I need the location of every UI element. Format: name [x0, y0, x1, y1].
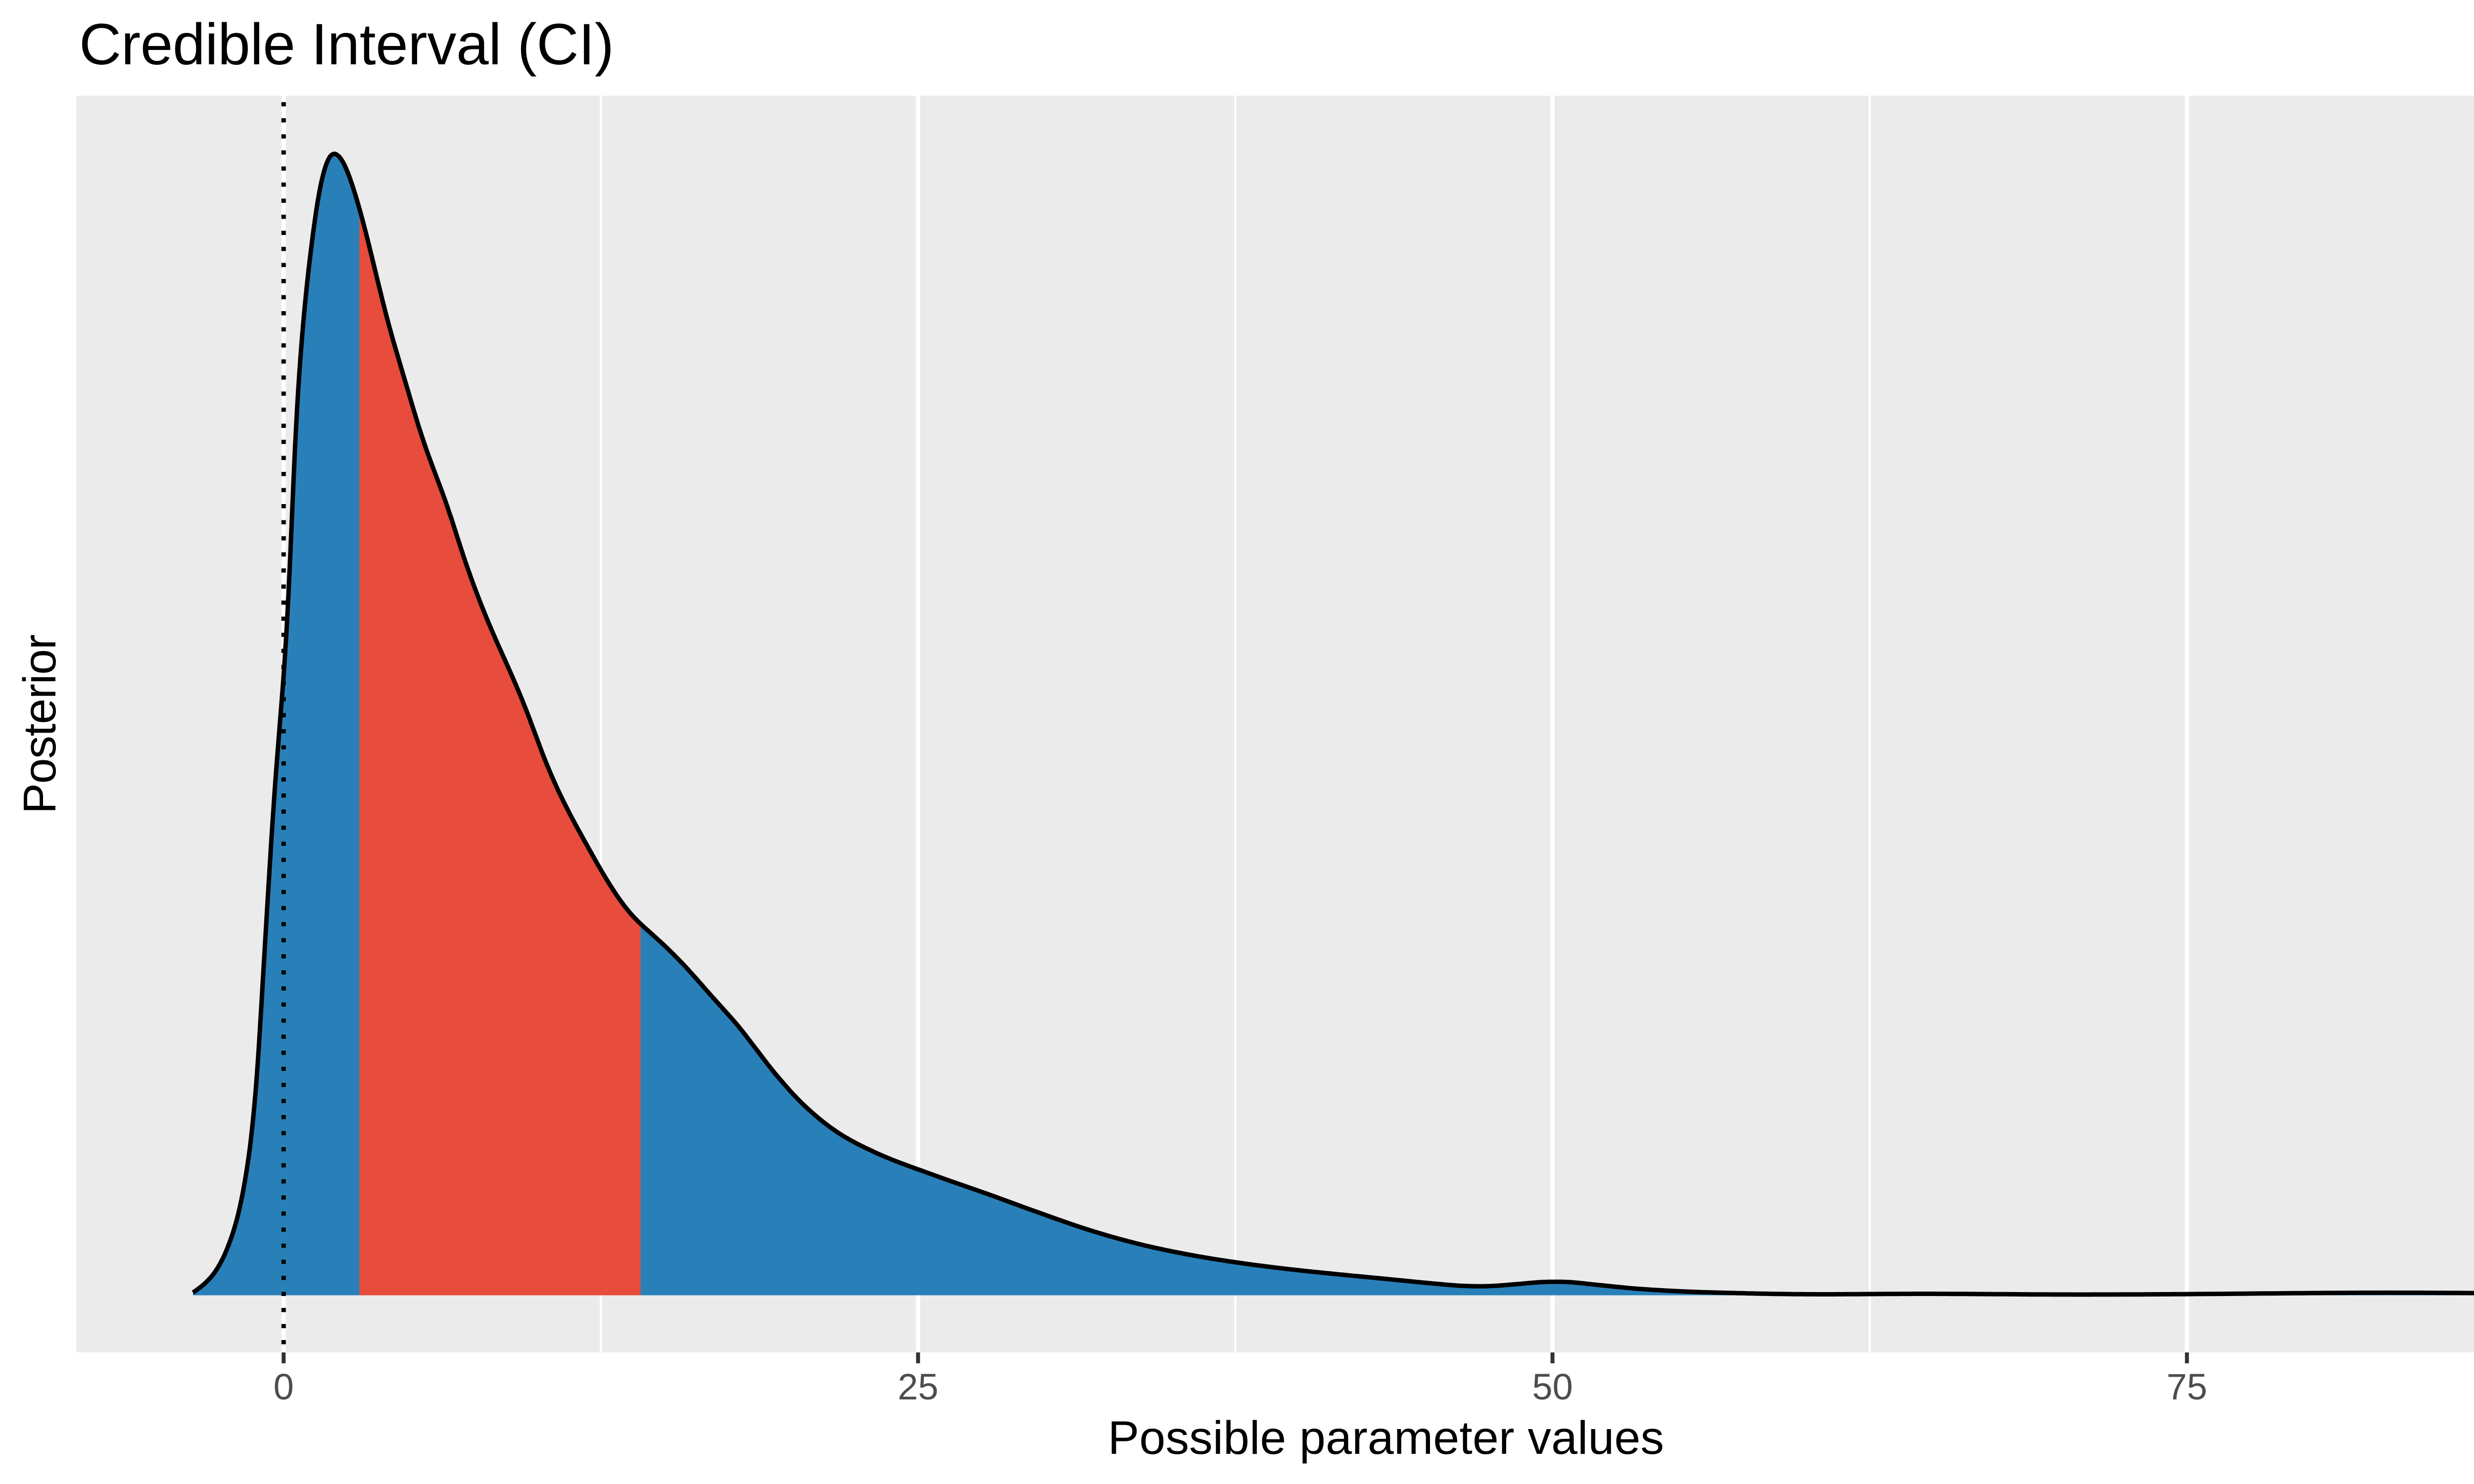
svg-text:25: 25 — [898, 1366, 938, 1407]
svg-text:Credible Interval (CI): Credible Interval (CI) — [79, 12, 614, 77]
svg-text:75: 75 — [2167, 1366, 2207, 1407]
svg-text:Posterior: Posterior — [14, 634, 65, 814]
svg-text:50: 50 — [1532, 1366, 1572, 1407]
svg-text:Possible parameter values: Possible parameter values — [1108, 1412, 1664, 1464]
svg-text:0: 0 — [274, 1366, 294, 1407]
